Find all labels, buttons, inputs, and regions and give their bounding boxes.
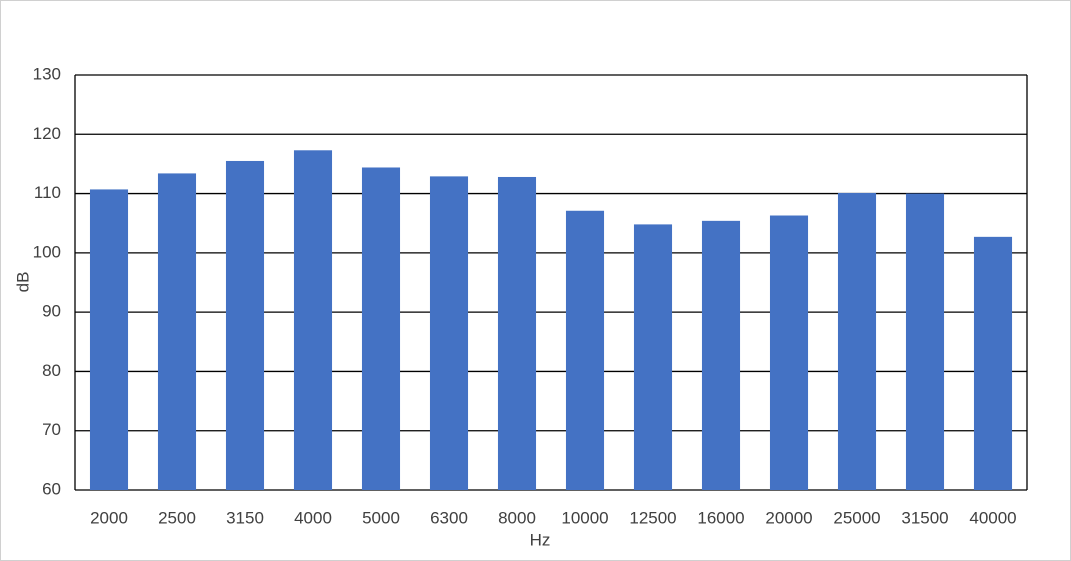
- y-axis-label: dB: [13, 272, 32, 293]
- bar: [837, 192, 877, 490]
- x-tick-label: 20000: [765, 508, 812, 527]
- x-tick-label: 2500: [158, 508, 196, 527]
- y-tick-label: 120: [33, 124, 61, 143]
- bar: [225, 160, 265, 490]
- x-tick-label: 6300: [430, 508, 468, 527]
- x-tick-label: 2000: [90, 508, 128, 527]
- y-tick-label: 80: [42, 361, 61, 380]
- bar: [157, 173, 197, 490]
- bar: [633, 224, 673, 490]
- bar: [293, 150, 333, 491]
- y-tick-label: 90: [42, 302, 61, 321]
- x-tick-label: 16000: [697, 508, 744, 527]
- x-tick-label: 25000: [833, 508, 880, 527]
- bar: [497, 176, 537, 490]
- x-axis-label: Hz: [530, 530, 551, 549]
- x-tick-label: 12500: [629, 508, 676, 527]
- x-tick-label: 40000: [969, 508, 1016, 527]
- bar: [89, 189, 129, 490]
- x-tick-label: 10000: [561, 508, 608, 527]
- y-tick-label: 130: [33, 64, 61, 83]
- bar: [905, 193, 945, 491]
- bar: [769, 215, 809, 490]
- x-tick-label: 4000: [294, 508, 332, 527]
- x-tick-label: 3150: [226, 508, 264, 527]
- y-tick-label: 60: [42, 479, 61, 498]
- bar: [361, 167, 401, 490]
- bar: [565, 210, 605, 490]
- y-tick-label: 110: [34, 183, 61, 202]
- bar: [429, 176, 469, 490]
- x-tick-label: 5000: [362, 508, 400, 527]
- x-tick-label: 31500: [901, 508, 948, 527]
- bar: [973, 236, 1013, 490]
- y-tick-label: 70: [42, 420, 61, 439]
- bar: [701, 220, 741, 491]
- y-tick-label: 100: [33, 242, 61, 261]
- x-tick-label: 8000: [498, 508, 536, 527]
